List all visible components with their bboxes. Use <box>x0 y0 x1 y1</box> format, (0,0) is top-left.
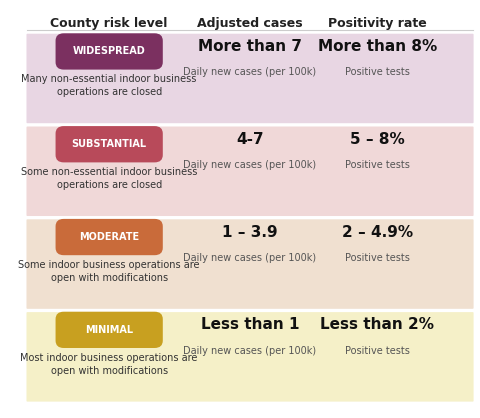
Text: Daily new cases (per 100k): Daily new cases (per 100k) <box>183 160 317 170</box>
Text: MODERATE: MODERATE <box>79 232 139 242</box>
Text: Positive tests: Positive tests <box>345 67 410 77</box>
Text: Daily new cases (per 100k): Daily new cases (per 100k) <box>183 67 317 77</box>
Text: 4-7: 4-7 <box>236 132 264 147</box>
FancyBboxPatch shape <box>26 34 474 123</box>
Text: More than 8%: More than 8% <box>318 39 437 54</box>
Text: Less than 1: Less than 1 <box>201 317 300 332</box>
Text: SUBSTANTIAL: SUBSTANTIAL <box>72 139 147 149</box>
Text: More than 7: More than 7 <box>198 39 302 54</box>
Text: MINIMAL: MINIMAL <box>85 325 133 335</box>
FancyBboxPatch shape <box>56 33 163 69</box>
Text: Less than 2%: Less than 2% <box>320 317 434 332</box>
Text: County risk level: County risk level <box>50 17 168 30</box>
Text: Positive tests: Positive tests <box>345 160 410 170</box>
Text: Positivity rate: Positivity rate <box>328 17 427 30</box>
FancyBboxPatch shape <box>26 127 474 216</box>
Text: Adjusted cases: Adjusted cases <box>197 17 303 30</box>
FancyBboxPatch shape <box>56 312 163 348</box>
FancyBboxPatch shape <box>26 219 474 309</box>
FancyBboxPatch shape <box>26 312 474 402</box>
Text: Positive tests: Positive tests <box>345 346 410 356</box>
FancyBboxPatch shape <box>56 126 163 163</box>
Text: 5 – 8%: 5 – 8% <box>350 132 405 147</box>
Text: Some non-essential indoor business
operations are closed: Some non-essential indoor business opera… <box>21 167 197 190</box>
Text: Many non-essential indoor business
operations are closed: Many non-essential indoor business opera… <box>22 74 197 97</box>
Text: Some indoor business operations are
open with modifications: Some indoor business operations are open… <box>18 260 200 283</box>
Text: Positive tests: Positive tests <box>345 253 410 263</box>
Text: Daily new cases (per 100k): Daily new cases (per 100k) <box>183 253 317 263</box>
Text: WIDESPREAD: WIDESPREAD <box>73 46 145 56</box>
Text: 2 – 4.9%: 2 – 4.9% <box>342 224 413 240</box>
Text: 1 – 3.9: 1 – 3.9 <box>222 224 278 240</box>
Text: Daily new cases (per 100k): Daily new cases (per 100k) <box>183 346 317 356</box>
FancyBboxPatch shape <box>56 219 163 255</box>
Text: Most indoor business operations are
open with modifications: Most indoor business operations are open… <box>21 352 198 376</box>
